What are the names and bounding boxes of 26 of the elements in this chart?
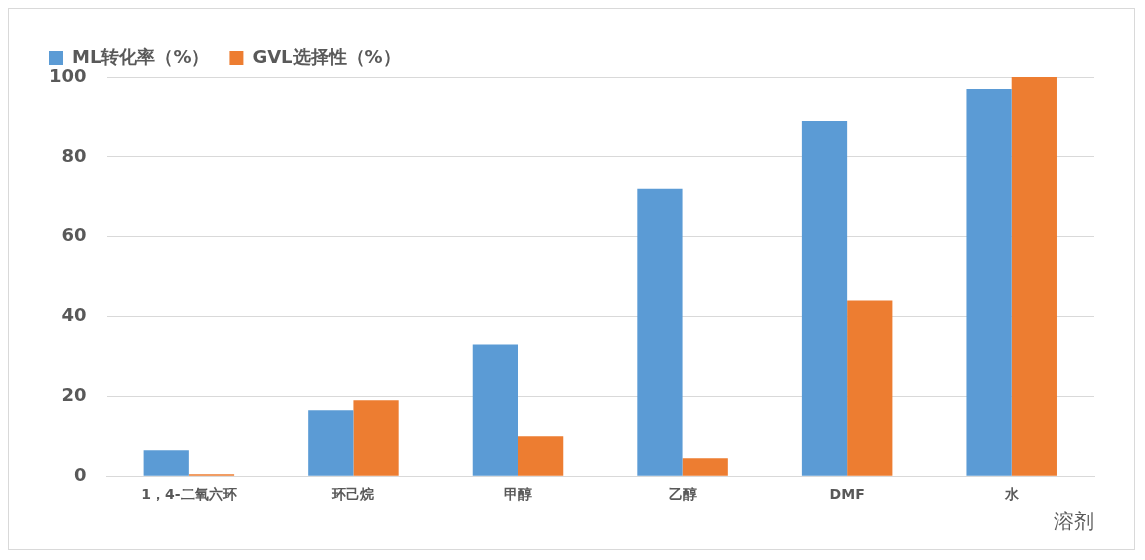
bar (472, 344, 518, 476)
x-tick-label: 甲醇 (504, 486, 532, 503)
bar (1011, 77, 1057, 476)
legend-label: ML转化率（%） (72, 45, 210, 67)
x-tick-label: 乙醇 (668, 486, 697, 503)
y-tick-label: 20 (61, 384, 87, 406)
bar (143, 450, 189, 476)
x-tick-label: DMF (829, 486, 865, 503)
x-tick-label: 水 (1003, 486, 1020, 503)
legend-label: GVL选择性（%） (252, 45, 401, 67)
bar (801, 120, 848, 476)
y-tick-label: 80 (61, 144, 87, 166)
bar (353, 400, 399, 476)
x-tick-label: 环己烷 (331, 486, 375, 503)
bar (637, 188, 683, 476)
bar (847, 300, 893, 476)
bar (518, 436, 564, 476)
bar (682, 458, 728, 476)
y-tick-label: 40 (61, 304, 87, 326)
y-tick-label: 100 (49, 64, 87, 86)
x-tick-label: 1，4-二氧六环 (141, 486, 237, 503)
y-tick-label: 0 (74, 463, 87, 485)
x-axis-title: 溶剂 (1054, 509, 1094, 534)
y-tick-label: 60 (61, 224, 87, 246)
bar (308, 410, 354, 476)
bar (966, 88, 1012, 476)
